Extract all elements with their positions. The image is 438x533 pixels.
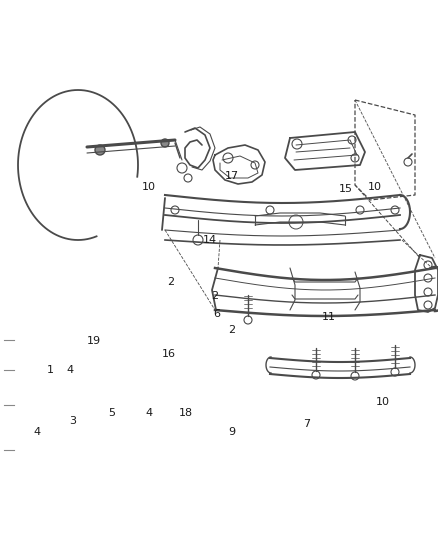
Text: 16: 16 [162, 350, 176, 359]
Text: 11: 11 [321, 312, 336, 322]
Text: 1: 1 [47, 366, 54, 375]
Text: 14: 14 [203, 235, 217, 245]
Text: 10: 10 [142, 182, 156, 191]
Text: 9: 9 [229, 427, 236, 437]
Text: 19: 19 [87, 336, 101, 346]
Text: 6: 6 [213, 310, 220, 319]
Text: 17: 17 [225, 171, 239, 181]
Text: 4: 4 [67, 366, 74, 375]
Text: 10: 10 [367, 182, 381, 191]
Text: 2: 2 [211, 291, 218, 301]
Text: 2: 2 [167, 278, 174, 287]
Circle shape [161, 139, 169, 147]
Text: 3: 3 [69, 416, 76, 426]
Text: 4: 4 [34, 427, 41, 437]
Text: 15: 15 [339, 184, 353, 194]
Text: 5: 5 [108, 408, 115, 418]
Text: 10: 10 [376, 398, 390, 407]
Text: 7: 7 [303, 419, 310, 429]
Text: 2: 2 [229, 326, 236, 335]
Text: 18: 18 [179, 408, 193, 418]
Circle shape [95, 145, 105, 155]
Text: 4: 4 [145, 408, 152, 418]
